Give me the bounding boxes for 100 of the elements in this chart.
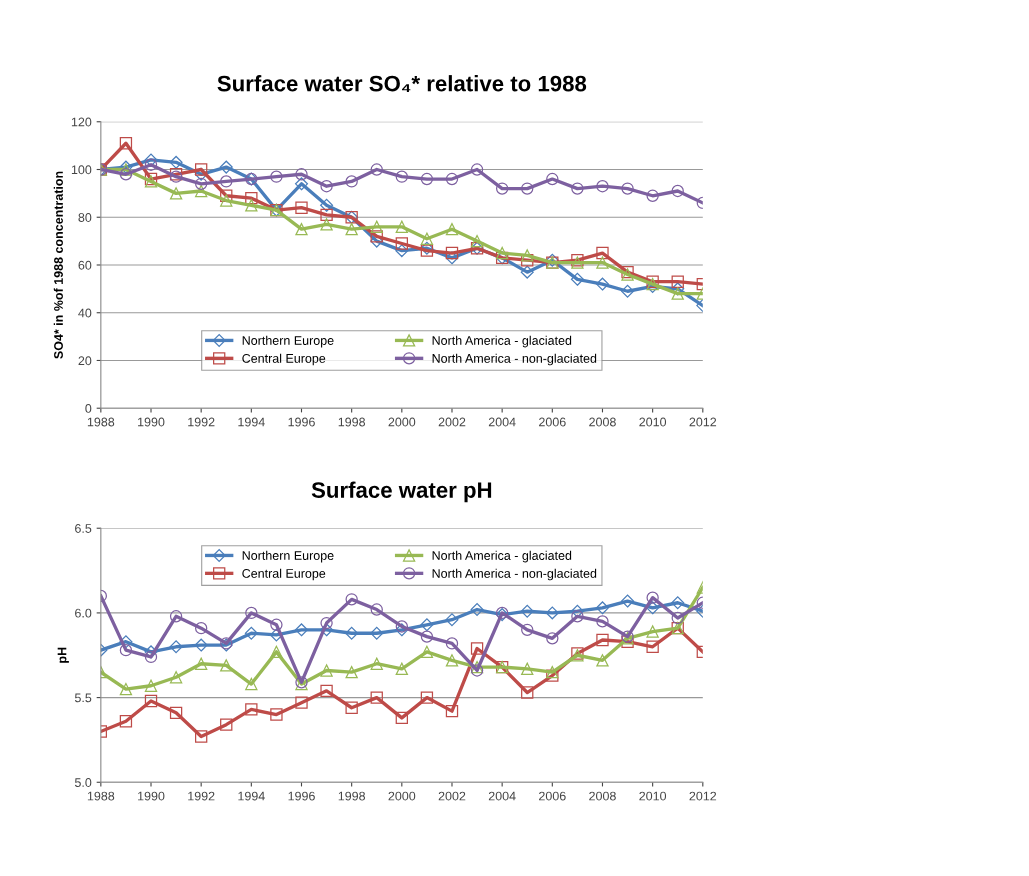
point [445,613,459,627]
point [570,272,584,286]
y-tick-label: 120 [71,117,92,127]
x-tick-label: 2010 [639,417,667,427]
point [596,180,609,193]
point [320,616,333,630]
point [395,244,409,258]
point [395,237,409,250]
point [596,246,609,260]
point [370,691,383,704]
x-tick-label: 1998 [338,791,366,801]
y-tick-label: 100 [71,165,92,175]
point [320,623,334,637]
point [220,175,233,188]
point [119,682,133,696]
point [320,180,333,193]
point [119,137,133,150]
point [570,604,584,618]
point [245,703,258,716]
point [320,218,333,231]
point [245,199,258,212]
chart-title: Surface water SO₄* relative to 1988 [217,75,587,92]
point [219,160,233,174]
point [646,591,659,604]
point [395,220,409,233]
point [395,711,409,725]
point [194,621,208,635]
point [169,155,183,169]
point [671,275,684,288]
point [596,615,609,628]
point [646,189,659,202]
legend-label: North America - glaciated [432,550,572,563]
legend-label: Central Europe [242,353,326,366]
x-tick-label: 2000 [388,417,416,427]
x-tick-label: 1994 [238,417,265,427]
point [596,654,609,667]
point [345,701,358,714]
point [119,168,133,181]
point [119,635,133,649]
point [245,677,258,691]
legend-label: North America - non-glaciated [432,353,597,366]
x-tick-label: 1996 [288,791,315,801]
point [169,187,183,200]
point [470,163,484,176]
point [370,626,384,640]
point [144,650,158,664]
point [445,637,459,650]
point [169,706,183,720]
point [119,643,133,657]
point [144,694,158,708]
x-tick-label: 1996 [288,417,315,427]
point [395,623,409,637]
point [420,232,434,245]
point [294,623,309,637]
point [521,249,534,262]
point [520,604,534,618]
point [245,606,258,620]
x-tick-label: 1994 [238,791,265,801]
x-tick-label: 1988 [87,417,115,427]
x-tick-label: 2012 [689,417,717,427]
point [445,223,459,236]
legend-label: Northern Europe [242,335,334,348]
legend-label: Northern Europe [242,550,334,563]
point [395,662,409,675]
point [420,618,434,632]
point [646,625,659,638]
point [420,645,434,659]
y-tick-label: 0 [85,404,92,413]
point [370,657,383,670]
y-tick-label: 5.5 [74,693,92,703]
point [169,610,183,623]
point [270,170,283,183]
point [169,671,183,684]
point [646,601,660,615]
x-tick-label: 2010 [639,791,667,801]
point [370,234,384,248]
point [270,645,283,659]
y-axis-title: SO4* in %of 1988 concentration [53,171,63,359]
point [244,626,258,640]
point [445,172,459,186]
point [495,246,509,260]
point [370,163,383,176]
x-tick-label: 1990 [138,791,165,801]
point [495,182,509,195]
point [370,603,383,616]
point [245,191,258,205]
point [546,172,559,186]
point [345,593,358,606]
point [269,628,283,642]
point [595,601,609,615]
point [395,620,409,633]
point [395,170,409,183]
point [220,659,233,672]
point [470,234,484,248]
x-tick-label: 2002 [438,417,466,427]
point [671,287,684,300]
y-tick-label: 6.0 [75,608,92,618]
point [546,632,559,645]
point [521,686,534,699]
point [194,730,208,743]
